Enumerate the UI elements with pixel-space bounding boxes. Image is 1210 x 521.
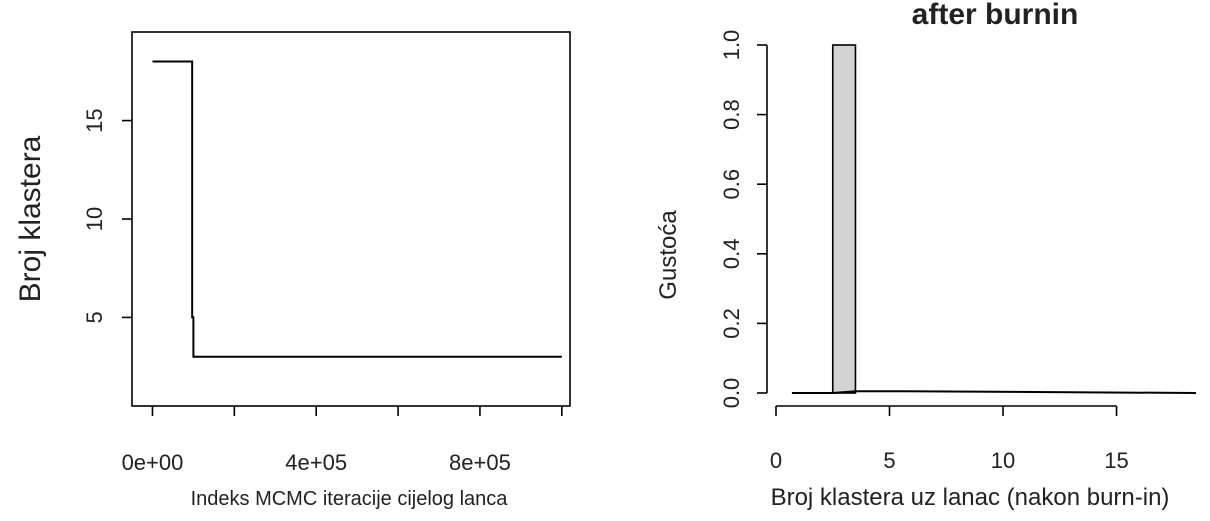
y-tick-label: 1.0 xyxy=(719,30,744,61)
plot-frame xyxy=(131,31,571,407)
y-tick-label: 15 xyxy=(82,108,107,132)
x-tick-label: 5 xyxy=(883,448,895,473)
y-tick-label: 0.8 xyxy=(719,99,744,130)
trace-line xyxy=(152,60,562,358)
y-axis-label: Broj klastera xyxy=(14,135,47,302)
x-tick-label: 15 xyxy=(1104,448,1128,473)
histogram-bar xyxy=(831,44,857,394)
chart-title: after burnin xyxy=(912,0,1079,31)
y-tick-label: 0.2 xyxy=(719,308,744,339)
density-line xyxy=(791,390,1197,394)
histogram-bars xyxy=(831,44,857,394)
y-tick-label: 10 xyxy=(82,207,107,231)
y-tick-label: 0.0 xyxy=(719,378,744,409)
x-axis: 0 5 10 15 xyxy=(770,405,1129,473)
x-axis-label: Broj klastera uz lanac (nakon burn-in) xyxy=(771,484,1170,511)
y-tick-label: 0.6 xyxy=(719,169,744,200)
histogram-plot: after burnin 0 5 10 15 0.0 0.2 0.4 0.6 0.8 1.0 B… xyxy=(655,0,1197,511)
trace-series xyxy=(152,60,562,358)
x-axis-label: Indeks MCMC iteracije cijelog lanca xyxy=(191,488,509,510)
trace-plot: 0e+00 4e+05 8e+05 5 10 15 Indeks MCMC iterac… xyxy=(14,31,571,510)
y-tick-label: 0.4 xyxy=(719,239,744,270)
x-tick-label: 8e+05 xyxy=(449,450,511,475)
x-tick-label: 0e+00 xyxy=(122,450,184,475)
x-tick-label: 4e+05 xyxy=(285,450,347,475)
x-tick-label: 10 xyxy=(991,448,1015,473)
y-axis-label: Gustoća xyxy=(655,210,682,300)
x-axis: 0e+00 4e+05 8e+05 xyxy=(122,406,563,475)
y-tick-label: 5 xyxy=(82,311,107,323)
x-tick-label: 0 xyxy=(770,448,782,473)
y-axis: 0.0 0.2 0.4 0.6 0.8 1.0 xyxy=(719,30,768,409)
density-series xyxy=(791,390,1197,394)
y-axis: 5 10 15 xyxy=(82,108,132,324)
